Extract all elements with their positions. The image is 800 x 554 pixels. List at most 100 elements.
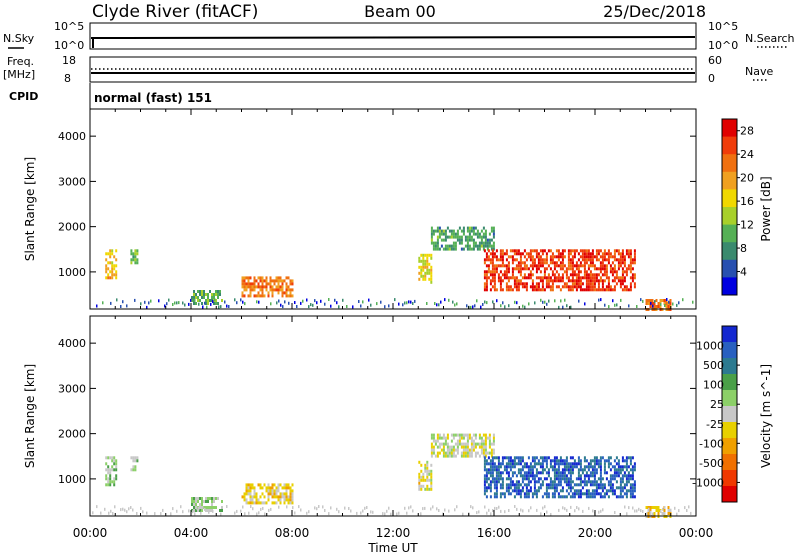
heatmap-cell [482, 439, 485, 443]
ground-scatter-cell [376, 302, 378, 306]
heatmap-cell [619, 471, 622, 475]
heatmap-cell [136, 249, 139, 253]
ground-scatter-cell [316, 507, 318, 511]
ground-scatter-cell [194, 299, 196, 302]
heatmap-cell [291, 498, 294, 502]
ground-scatter-cell [190, 298, 192, 302]
heatmap-cell [515, 483, 518, 487]
heatmap-cell [625, 492, 628, 496]
heatmap-cell [287, 285, 290, 289]
heatmap-cell [215, 506, 217, 509]
heatmap-cell [497, 279, 500, 283]
heatmap-cell [619, 276, 622, 280]
heatmap-cell [661, 512, 664, 515]
heatmap-cell [470, 235, 473, 239]
heatmap-cell [485, 462, 488, 466]
ground-scatter-cell [388, 304, 390, 308]
heatmap-cell [603, 471, 606, 475]
heatmap-cell [563, 285, 566, 289]
heatmap-cell [633, 486, 636, 490]
heatmap-cell [420, 265, 423, 269]
heatmap-cell [655, 305, 658, 308]
heatmap-cell [499, 270, 502, 274]
heatmap-cell [565, 267, 568, 271]
heatmap-cell [579, 465, 582, 469]
heatmap-cell [571, 486, 574, 490]
heatmap-cell [551, 261, 554, 265]
heatmap-cell [454, 454, 457, 458]
heatmap-cell [418, 478, 421, 482]
heatmap-cell [515, 264, 518, 268]
heatmap-cell [493, 279, 496, 283]
heatmap-cell [621, 261, 624, 265]
heatmap-cell [484, 442, 487, 446]
heatmap-cell [107, 483, 110, 487]
heatmap-cell [539, 258, 542, 262]
heatmap-cell [107, 261, 110, 265]
colorbar-segment [722, 454, 737, 471]
ground-scatter-cell [146, 511, 148, 515]
ground-scatter-cell [348, 507, 350, 510]
colorbar-tick-label: 12 [740, 219, 754, 232]
ground-scatter-cell [488, 508, 490, 512]
heatmap-cell [480, 451, 483, 455]
heatmap-cell [623, 276, 626, 280]
heatmap-cell [585, 285, 588, 289]
ground-scatter-cell [598, 298, 600, 302]
heatmap-cell [424, 469, 427, 473]
ground-scatter-cell [192, 298, 194, 302]
colorbar-segment [722, 277, 737, 296]
heatmap-cell [509, 249, 512, 253]
heatmap-cell [575, 483, 578, 487]
heatmap-cell [497, 258, 500, 262]
heatmap-cell [462, 448, 465, 452]
heatmap-cell [505, 486, 508, 490]
heatmap-cell [489, 468, 492, 472]
ground-scatter-cell [438, 509, 440, 512]
velocity-colorbar-label-text: Velocity [m s^-1] [759, 364, 773, 468]
heatmap-cell [547, 249, 550, 253]
heatmap-cell [251, 501, 254, 505]
ground-scatter-cell [516, 507, 518, 511]
heatmap-cell [565, 276, 568, 280]
heatmap-cell [422, 259, 425, 263]
heatmap-cell [422, 274, 425, 278]
heatmap-cell [547, 273, 550, 277]
heatmap-cell [111, 456, 114, 460]
heatmap-cell [527, 483, 530, 487]
heatmap-cell [579, 474, 582, 478]
heatmap-cell [621, 288, 624, 292]
heatmap-cell [191, 500, 193, 503]
heatmap-cell [499, 465, 502, 469]
heatmap-cell [573, 249, 576, 253]
heatmap-cell [422, 472, 425, 476]
ground-scatter-cell [550, 513, 552, 516]
heatmap-cell [623, 459, 626, 463]
heatmap-cell [275, 495, 278, 499]
heatmap-cell [545, 456, 548, 460]
heatmap-cell [569, 261, 572, 265]
ground-scatter-cell [328, 512, 330, 516]
heatmap-cell [629, 267, 632, 271]
heatmap-cell [525, 285, 528, 289]
heatmap-cell [595, 288, 598, 292]
heatmap-cell [201, 497, 203, 500]
heatmap-cell [519, 252, 522, 256]
heatmap-cell [599, 267, 602, 271]
ground-scatter-cell [522, 304, 524, 308]
ground-scatter-cell [570, 305, 572, 309]
heatmap-cell [609, 252, 612, 256]
heatmap-cell [495, 255, 498, 259]
heatmap-cell [663, 302, 666, 305]
ground-scatter-cell [198, 506, 200, 510]
heatmap-cell [105, 264, 108, 268]
heatmap-cell [529, 465, 532, 469]
heatmap-cell [619, 489, 622, 493]
heatmap-cell [521, 468, 524, 472]
heatmap-cell [509, 255, 512, 259]
heatmap-cell [241, 279, 244, 283]
heatmap-cell [549, 255, 552, 259]
heatmap-cell [132, 465, 135, 469]
heatmap-cell [487, 471, 490, 475]
heatmap-cell [565, 462, 568, 466]
